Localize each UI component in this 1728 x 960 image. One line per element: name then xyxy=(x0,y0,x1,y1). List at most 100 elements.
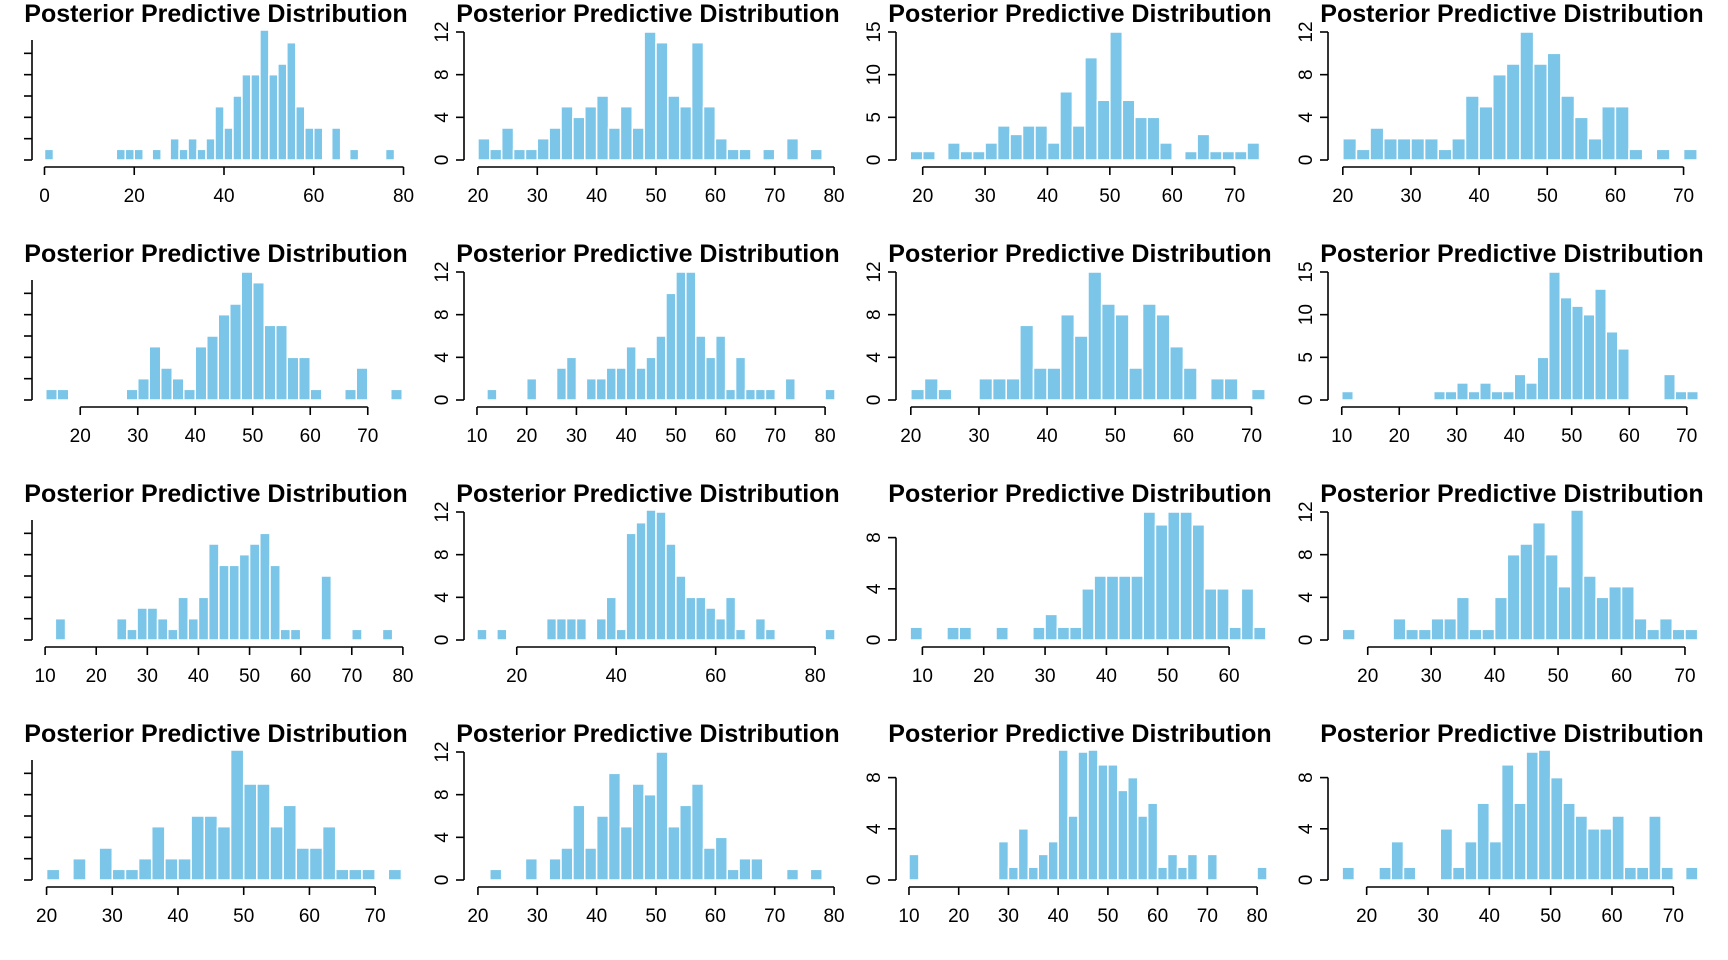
histogram-bar xyxy=(489,148,503,161)
histogram-bar xyxy=(477,137,491,161)
x-tick-label: 50 xyxy=(239,666,260,687)
y-tick-label: 0 xyxy=(1296,875,1317,886)
histogram-bar xyxy=(304,127,315,161)
histogram-bar xyxy=(1611,815,1626,881)
x-tick-label: 40 xyxy=(606,666,627,687)
chart-title: Posterior Predictive Distribution xyxy=(24,480,408,508)
histogram-bar xyxy=(146,607,159,641)
histogram-bar xyxy=(1155,313,1171,401)
histogram-bar xyxy=(1531,521,1547,641)
histogram-bar xyxy=(177,857,192,881)
histogram-bar xyxy=(764,388,777,401)
histogram-bar xyxy=(476,628,488,641)
histogram-svg: 20 30 40 50 60 70 0 4 8 12 xyxy=(1296,21,1698,207)
histogram-bar xyxy=(187,617,200,641)
histogram-bar xyxy=(1608,585,1623,641)
histogram-bar xyxy=(584,847,598,881)
x-tick-label: 80 xyxy=(823,186,844,207)
histogram-svg: 0 20 40 60 80 xyxy=(24,29,414,207)
histogram-bar xyxy=(724,596,737,641)
y-tick-label: 12 xyxy=(432,741,453,762)
histogram-bar xyxy=(111,868,127,881)
histogram-bar xyxy=(308,847,324,881)
histogram-panel-15: 10 20 30 40 50 60 70 80 0 4 8 Posterior Predictive … xyxy=(864,720,1296,960)
histogram-bar xyxy=(151,148,162,161)
histogram-bar xyxy=(194,345,208,401)
histogram-bar xyxy=(744,388,757,401)
histogram-bar xyxy=(1097,764,1109,881)
histogram-bar xyxy=(675,271,687,401)
histogram-svg: 20 30 40 50 60 70 0 4 8 12 xyxy=(864,261,1266,447)
histogram-svg: 10 20 30 40 50 60 70 80 0 4 8 xyxy=(864,749,1268,927)
histogram-bar xyxy=(1059,313,1076,401)
histogram-bar xyxy=(1156,866,1169,881)
histogram-bar xyxy=(1341,866,1356,881)
histogram-bar xyxy=(524,148,539,161)
x-tick-label: 30 xyxy=(975,186,996,207)
histogram-bar xyxy=(256,783,271,881)
histogram-bar xyxy=(1658,617,1674,641)
histogram-bar xyxy=(496,628,508,641)
histogram-bar xyxy=(1500,764,1515,881)
histogram-bar xyxy=(1107,764,1119,881)
histogram-bar xyxy=(560,105,574,161)
histogram-bar xyxy=(242,783,258,881)
y-tick-label: 0 xyxy=(864,635,885,646)
histogram-bar xyxy=(1250,388,1266,401)
histogram-bar xyxy=(560,847,574,881)
histogram-bar xyxy=(1221,150,1236,161)
histogram-bar xyxy=(1100,303,1117,401)
x-tick-label: 70 xyxy=(1197,906,1218,927)
x-tick-label: 20 xyxy=(948,906,969,927)
y-tick-label: 4 xyxy=(432,592,453,603)
histogram-bar xyxy=(1223,377,1239,401)
histogram-bar xyxy=(1021,125,1036,161)
histogram-bar xyxy=(160,367,173,401)
histogram-bar xyxy=(738,148,752,161)
histogram-bar xyxy=(909,150,924,161)
histogram-bar xyxy=(584,105,598,161)
histogram-bar xyxy=(625,532,637,641)
histogram-bar xyxy=(996,125,1011,161)
histogram-bar xyxy=(724,388,737,401)
histogram-bar xyxy=(197,596,210,641)
y-tick-label: 5 xyxy=(1296,352,1317,363)
histogram-bar xyxy=(190,815,206,881)
x-tick-label: 30 xyxy=(127,426,148,447)
histogram-bar xyxy=(1598,828,1613,881)
histogram-bar xyxy=(1032,626,1046,641)
histogram-bar xyxy=(384,148,396,161)
histogram-bar xyxy=(726,148,740,161)
histogram-bar xyxy=(1077,751,1089,881)
histogram-bar xyxy=(1443,617,1458,641)
histogram-bar xyxy=(643,31,657,161)
x-tick-label: 40 xyxy=(167,906,188,927)
x-tick-label: 20 xyxy=(506,666,527,687)
x-tick-label: 50 xyxy=(1537,186,1558,207)
y-tick-label: 8 xyxy=(1296,772,1317,783)
histogram-bar xyxy=(1476,802,1491,881)
x-tick-label: 10 xyxy=(1331,426,1352,447)
histogram-bar xyxy=(1605,330,1619,401)
histogram-bar xyxy=(1582,575,1597,641)
y-tick-label: 0 xyxy=(1296,395,1317,406)
histogram-bar xyxy=(655,41,669,161)
x-tick-label: 70 xyxy=(764,906,785,927)
histogram-bar xyxy=(286,356,300,401)
x-tick-label: 70 xyxy=(1676,426,1697,447)
histogram-bar xyxy=(595,617,608,641)
histogram-svg: 20 30 40 50 60 70 0 5 10 15 xyxy=(864,21,1261,207)
x-tick-label: 60 xyxy=(300,426,321,447)
histogram-bar xyxy=(1009,133,1024,161)
histogram-bar xyxy=(923,377,939,401)
y-tick-label: 12 xyxy=(864,261,885,282)
histogram-bar xyxy=(1548,271,1561,401)
histogram-bar xyxy=(355,367,369,401)
histogram-bar xyxy=(269,825,284,881)
histogram-bar xyxy=(714,137,728,161)
histogram-bar xyxy=(203,815,219,881)
histogram-bar xyxy=(381,628,394,641)
histogram-bar xyxy=(1559,296,1573,401)
y-tick-label: 12 xyxy=(432,21,453,42)
histogram-bar xyxy=(595,815,610,881)
